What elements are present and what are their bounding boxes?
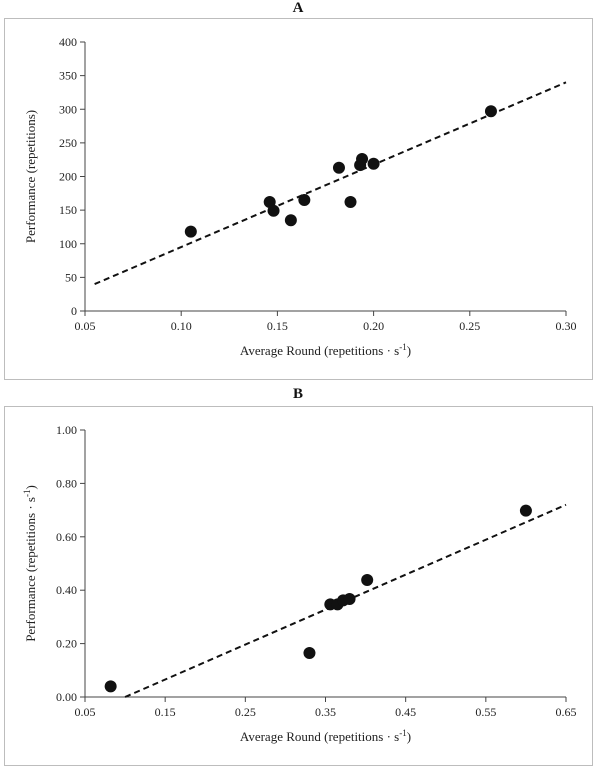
x-tick-label-a: 0.15 — [267, 319, 288, 333]
y-tick-label-a: 350 — [59, 69, 77, 83]
y-tick-label-b: 0.40 — [56, 583, 77, 597]
y-tick-label-b: 0.80 — [56, 476, 77, 490]
chart-frame-b: 0.00 0.20 0.40 0.60 0.80 1.00 0.05 0.15 0.25 0.35… — [4, 406, 593, 766]
x-tick-label-a: 0.20 — [363, 319, 384, 333]
data-point-b — [104, 680, 117, 693]
data-point-a — [484, 105, 497, 118]
x-tick-label-b: 0.55 — [475, 705, 496, 719]
data-point-b — [361, 574, 374, 587]
y-tick-label-b: 1.00 — [56, 423, 77, 437]
data-point-a — [367, 157, 380, 170]
scatter-chart-b: 0.00 0.20 0.40 0.60 0.80 1.00 0.05 0.15 0.25 0.35… — [22, 423, 577, 744]
y-axis-title-b-superscript: -1 — [22, 490, 32, 498]
x-tick-label-b: 0.45 — [395, 705, 416, 719]
y-axis-title-a: Performance (repetitions) — [23, 110, 38, 243]
data-point-b — [343, 593, 356, 606]
y-tick-label-a: 400 — [59, 35, 77, 49]
x-tick-label-b: 0.65 — [556, 705, 577, 719]
x-tick-label-a: 0.05 — [75, 319, 96, 333]
data-point-a — [356, 153, 369, 166]
y-tick-label-a: 0 — [71, 304, 77, 318]
x-axis-title-a-end: ) — [407, 343, 411, 358]
x-tick-label-a: 0.10 — [171, 319, 192, 333]
y-axis-title-b: Performance (repetitions · s-1) — [22, 485, 38, 642]
panel-label-a: A — [292, 0, 304, 16]
data-point-a — [284, 214, 297, 227]
x-tick-label-b: 0.25 — [235, 705, 256, 719]
y-tick-label-a: 50 — [65, 270, 77, 284]
scatter-chart-a: 0 50 100 150 200 250 300 350 400 0.05 0.10 0.15 0.20… — [23, 35, 577, 358]
data-point-a — [298, 194, 311, 207]
y-tick-label-a: 150 — [59, 203, 77, 217]
x-axis-title-a-superscript: -1 — [399, 342, 407, 352]
x-axis-title-b-end: ) — [407, 729, 411, 744]
x-tick-label-a: 0.25 — [459, 319, 480, 333]
y-axis-title-b-end: ) — [23, 485, 38, 489]
data-point-b — [519, 504, 532, 517]
x-tick-label-a: 0.30 — [556, 319, 577, 333]
y-tick-label-a: 300 — [59, 102, 77, 116]
data-point-a — [267, 204, 280, 217]
x-tick-label-b: 0.15 — [155, 705, 176, 719]
data-point-a — [332, 161, 345, 174]
y-tick-label-a: 200 — [59, 170, 77, 184]
panel-label-b: B — [292, 386, 303, 402]
x-tick-label-b: 0.35 — [315, 705, 336, 719]
x-tick-label-b: 0.05 — [75, 705, 96, 719]
trendline-a — [94, 81, 567, 286]
data-point-a — [184, 225, 197, 238]
chart-frame-a: 0 50 100 150 200 250 300 350 400 0.05 0.10 0.15 0.20… — [4, 18, 593, 380]
y-tick-label-b: 0.20 — [56, 637, 77, 651]
data-point-a — [344, 196, 357, 209]
x-axis-title-b-superscript: -1 — [399, 728, 407, 738]
y-tick-label-a: 250 — [59, 136, 77, 150]
x-axis-title-b: Average Round (repetitions · s-1) — [240, 728, 411, 744]
y-tick-label-b: 0.60 — [56, 530, 77, 544]
x-axis-title-a: Average Round (repetitions · s-1) — [240, 342, 411, 358]
y-tick-label-b: 0.00 — [56, 690, 77, 704]
data-point-b — [303, 646, 316, 659]
y-tick-label-a: 100 — [59, 237, 77, 251]
